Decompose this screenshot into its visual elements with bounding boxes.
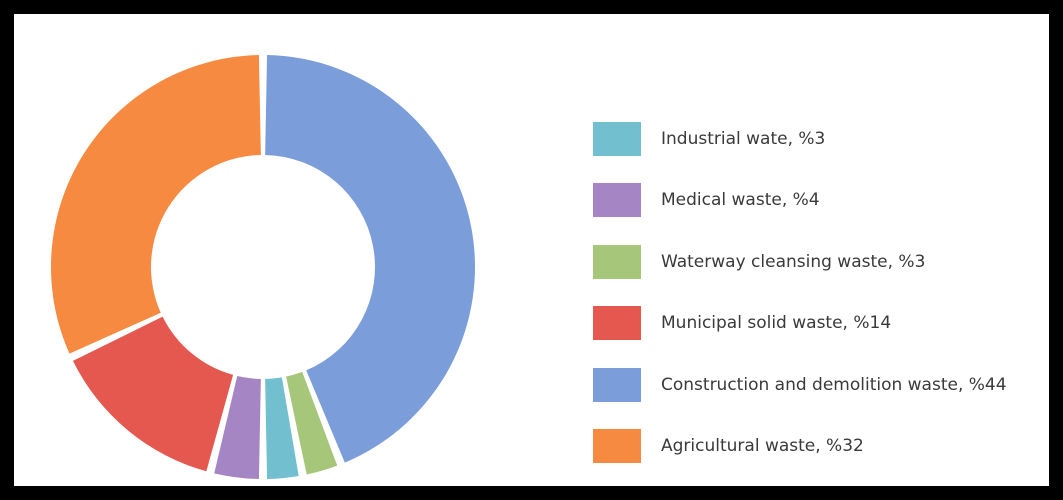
chart-frame: Industrial wate, %3 Medical waste, %4 Wa… (14, 14, 1049, 486)
legend-item-construction: Construction and demolition waste, %44 (593, 368, 1043, 429)
legend-item-medical: Medical waste, %4 (593, 183, 1043, 244)
legend: Industrial wate, %3 Medical waste, %4 Wa… (593, 122, 1043, 486)
legend-label: Waterway cleansing waste, %3 (661, 252, 925, 272)
legend-swatch (593, 122, 641, 156)
legend-label: Industrial wate, %3 (661, 129, 825, 149)
legend-item-municipal: Municipal solid waste, %14 (593, 306, 1043, 367)
legend-swatch (593, 429, 641, 463)
legend-label: Medical waste, %4 (661, 190, 820, 210)
donut-slice (51, 55, 261, 354)
legend-swatch (593, 183, 641, 217)
donut-chart (14, 14, 574, 486)
legend-swatch (593, 245, 641, 279)
legend-label: Agricultural waste, %32 (661, 436, 864, 456)
legend-item-industrial: Industrial wate, %3 (593, 122, 1043, 183)
legend-label: Construction and demolition waste, %44 (661, 375, 1007, 395)
legend-swatch (593, 306, 641, 340)
legend-label: Municipal solid waste, %14 (661, 313, 891, 333)
legend-item-waterway: Waterway cleansing waste, %3 (593, 245, 1043, 306)
legend-swatch (593, 368, 641, 402)
legend-item-agricultural: Agricultural waste, %32 (593, 429, 1043, 486)
